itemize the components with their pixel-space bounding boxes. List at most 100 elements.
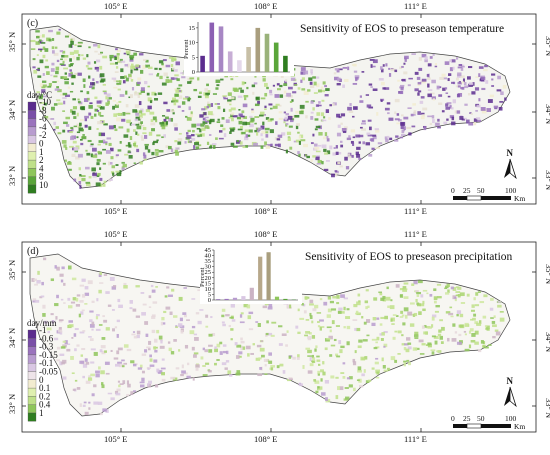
raster-pixel <box>147 383 150 387</box>
raster-pixel <box>56 99 61 102</box>
raster-pixel <box>357 370 362 373</box>
raster-pixel <box>411 53 416 55</box>
legend-label: 0.4 <box>39 400 51 410</box>
raster-pixel <box>375 369 380 374</box>
raster-pixel <box>165 121 169 125</box>
raster-pixel <box>118 126 124 129</box>
legend-swatch <box>27 354 37 364</box>
raster-pixel <box>331 173 335 178</box>
raster-pixel <box>125 144 130 147</box>
raster-pixel <box>71 277 77 281</box>
raster-pixel <box>321 392 326 396</box>
raster-pixel <box>332 296 337 299</box>
raster-pixel <box>56 31 61 35</box>
raster-pixel <box>165 116 169 120</box>
raster-pixel <box>91 321 95 326</box>
raster-pixel <box>459 116 464 120</box>
raster-pixel <box>161 63 164 66</box>
raster-pixel <box>482 345 485 348</box>
raster-pixel <box>347 66 350 71</box>
raster-pixel <box>427 63 432 67</box>
raster-pixel <box>322 361 325 365</box>
raster-pixel <box>69 63 73 67</box>
histogram-tick-label: 0 <box>208 297 211 304</box>
raster-pixel <box>310 85 315 88</box>
legend-label: 4 <box>39 163 44 173</box>
raster-pixel <box>464 85 469 89</box>
raster-pixel <box>64 35 69 38</box>
raster-pixel <box>387 112 390 115</box>
raster-pixel <box>206 101 210 105</box>
raster-pixel <box>341 311 345 314</box>
raster-pixel <box>441 110 445 113</box>
raster-pixel <box>125 104 129 108</box>
histogram-bar <box>237 60 242 72</box>
raster-pixel <box>56 86 60 89</box>
raster-pixel <box>68 324 74 328</box>
raster-pixel <box>121 365 125 368</box>
raster-pixel <box>151 289 156 293</box>
raster-pixel <box>144 349 148 353</box>
raster-pixel <box>403 362 406 367</box>
raster-pixel <box>154 338 158 343</box>
raster-pixel <box>340 122 343 125</box>
north-label: N <box>507 376 514 386</box>
raster-pixel <box>89 338 94 342</box>
raster-pixel <box>390 317 395 322</box>
raster-pixel <box>77 98 80 101</box>
raster-pixel <box>373 297 378 301</box>
raster-pixel <box>436 350 441 353</box>
raster-pixel <box>468 344 472 349</box>
raster-pixel <box>452 287 457 291</box>
raster-pixel <box>71 153 76 157</box>
raster-pixel <box>466 293 470 297</box>
raster-pixel <box>336 69 340 73</box>
histogram-tick-label: 30 <box>205 264 212 271</box>
legend-swatch <box>27 135 37 144</box>
raster-pixel <box>88 46 91 49</box>
raster-pixel <box>263 358 269 362</box>
raster-pixel <box>243 94 249 98</box>
raster-pixel <box>74 348 77 352</box>
raster-pixel <box>234 342 238 346</box>
raster-pixel <box>125 90 128 95</box>
raster-pixel <box>88 112 92 116</box>
raster-pixel <box>268 103 273 106</box>
raster-pixel <box>452 99 456 104</box>
scale-tick-0: 0 <box>451 414 455 423</box>
raster-pixel <box>70 126 74 130</box>
raster-pixel <box>227 92 232 96</box>
raster-pixel <box>400 86 404 91</box>
raster-pixel <box>437 126 441 129</box>
raster-pixel <box>215 137 218 140</box>
raster-pixel <box>159 122 165 125</box>
raster-pixel <box>324 132 328 137</box>
raster-pixel <box>478 98 481 102</box>
raster-pixel <box>430 92 435 95</box>
raster-pixel <box>208 370 212 373</box>
raster-pixel <box>114 326 118 329</box>
raster-pixel <box>438 102 443 106</box>
raster-pixel <box>460 75 465 78</box>
raster-pixel <box>150 122 156 126</box>
raster-pixel <box>175 326 178 328</box>
raster-pixel <box>189 79 193 83</box>
raster-pixel <box>270 118 274 121</box>
scale-tick-50: 50 <box>477 186 485 195</box>
raster-pixel <box>348 110 354 114</box>
raster-pixel <box>317 144 322 147</box>
histogram-bar <box>258 256 263 300</box>
lon-label-bottom-111: 111° E <box>404 206 427 216</box>
raster-pixel <box>39 49 42 52</box>
raster-pixel <box>186 132 189 135</box>
raster-pixel <box>102 90 107 93</box>
raster-pixel <box>329 145 333 150</box>
raster-pixel <box>409 323 415 327</box>
raster-pixel <box>59 273 64 277</box>
raster-pixel <box>116 319 120 323</box>
raster-pixel <box>129 307 133 310</box>
raster-pixel <box>464 103 468 106</box>
raster-pixel <box>335 151 339 155</box>
raster-pixel <box>316 321 320 324</box>
raster-pixel <box>230 78 234 81</box>
